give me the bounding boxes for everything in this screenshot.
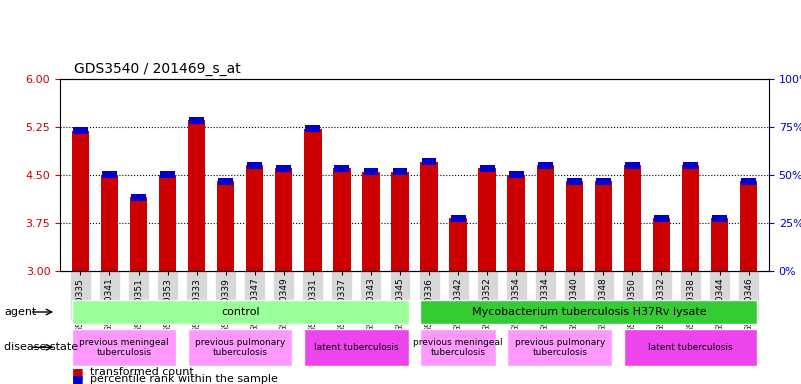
Bar [421, 158, 437, 166]
Bar [480, 165, 494, 172]
Bar [682, 165, 699, 271]
Bar [741, 177, 756, 185]
Bar [654, 215, 669, 222]
Text: previous meningeal
tuberculosis: previous meningeal tuberculosis [79, 338, 169, 357]
Text: transformed count: transformed count [90, 367, 194, 377]
Bar [478, 168, 496, 271]
Text: disease state: disease state [4, 342, 78, 353]
Text: previous pulmonary
tuberculosis: previous pulmonary tuberculosis [195, 338, 285, 357]
Text: latent tuberculosis: latent tuberculosis [648, 343, 733, 352]
Text: GDS3540 / 201469_s_at: GDS3540 / 201469_s_at [74, 62, 241, 76]
Bar [335, 165, 349, 172]
Bar [421, 162, 438, 271]
Bar [305, 125, 320, 132]
Bar [391, 172, 409, 271]
Text: Mycobacterium tuberculosis H37Rv lysate: Mycobacterium tuberculosis H37Rv lysate [472, 307, 706, 317]
Bar [537, 162, 553, 169]
Bar [72, 131, 89, 271]
Text: ■: ■ [72, 373, 84, 384]
Bar [508, 175, 525, 271]
Bar [625, 162, 640, 169]
Bar [333, 168, 351, 271]
Bar [392, 168, 408, 175]
Bar [537, 165, 554, 271]
Bar [101, 175, 119, 271]
Bar [567, 177, 582, 185]
Bar [160, 171, 175, 178]
Text: percentile rank within the sample: percentile rank within the sample [90, 374, 278, 384]
Bar [740, 181, 757, 271]
Bar [131, 194, 146, 200]
Bar [362, 172, 380, 271]
Text: latent tuberculosis: latent tuberculosis [314, 343, 399, 352]
Bar [594, 181, 612, 271]
Bar [159, 175, 176, 271]
Bar [275, 168, 292, 271]
Text: previous meningeal
tuberculosis: previous meningeal tuberculosis [413, 338, 503, 357]
Bar [364, 168, 378, 175]
Text: agent: agent [4, 307, 36, 317]
Bar [188, 120, 205, 271]
Bar [130, 197, 147, 271]
Bar [596, 177, 611, 185]
Text: ■: ■ [72, 366, 84, 379]
Bar [449, 218, 467, 271]
Bar [276, 165, 292, 172]
Text: previous pulmonary
tuberculosis: previous pulmonary tuberculosis [514, 338, 605, 357]
Bar [624, 165, 641, 271]
Bar [451, 215, 465, 222]
Bar [653, 218, 670, 271]
Bar [304, 129, 321, 271]
Bar [712, 215, 727, 222]
Bar [246, 165, 264, 271]
Bar [218, 177, 233, 185]
Bar [217, 181, 235, 271]
Bar [683, 162, 698, 169]
Text: control: control [221, 307, 260, 317]
Bar [566, 181, 583, 271]
Bar [248, 162, 262, 169]
Bar [509, 171, 524, 178]
Bar [102, 171, 117, 178]
Bar [189, 117, 204, 124]
Bar [73, 127, 88, 134]
Bar [710, 218, 728, 271]
